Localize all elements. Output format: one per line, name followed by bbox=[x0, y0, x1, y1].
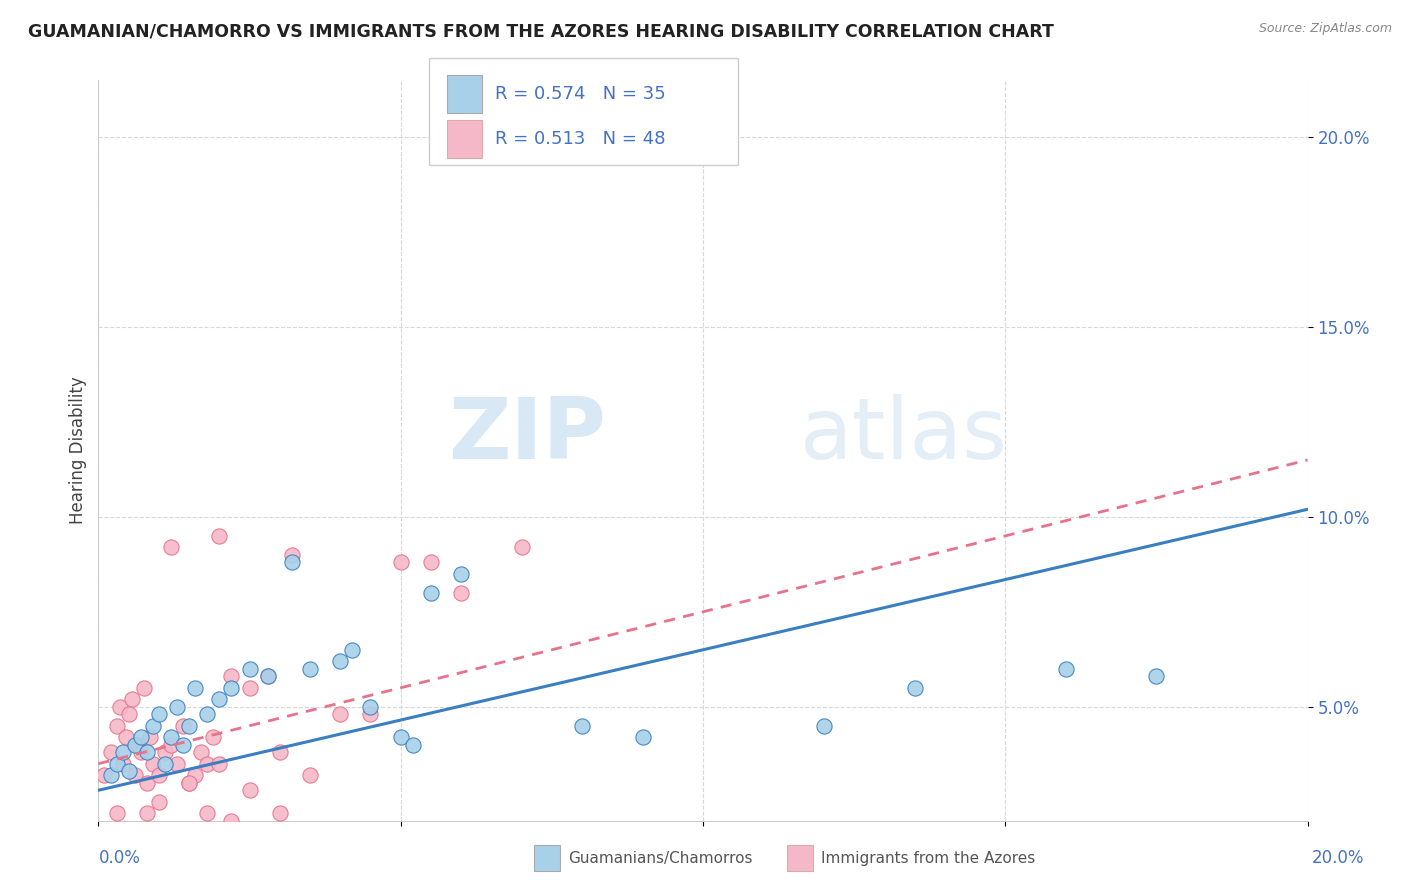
Point bbox=[153, 745, 176, 759]
Point bbox=[239, 783, 262, 797]
Point bbox=[208, 529, 231, 543]
Point bbox=[202, 730, 225, 744]
Text: Immigrants from the Azores: Immigrants from the Azores bbox=[821, 851, 1035, 865]
Point bbox=[256, 669, 278, 683]
Point bbox=[93, 768, 115, 782]
Point bbox=[160, 541, 183, 555]
Point bbox=[166, 699, 188, 714]
Point bbox=[124, 738, 146, 752]
Point bbox=[510, 541, 533, 555]
Point bbox=[179, 719, 201, 733]
Point bbox=[153, 756, 176, 771]
Point bbox=[100, 745, 122, 759]
Point bbox=[281, 548, 304, 562]
Point bbox=[195, 756, 218, 771]
Point bbox=[360, 699, 382, 714]
Point bbox=[281, 556, 304, 570]
Text: R = 0.513   N = 48: R = 0.513 N = 48 bbox=[495, 130, 665, 148]
Point bbox=[450, 566, 472, 581]
Text: 0.0%: 0.0% bbox=[98, 849, 141, 867]
Point bbox=[139, 730, 162, 744]
Point bbox=[208, 692, 231, 706]
Point bbox=[105, 719, 128, 733]
Point bbox=[360, 707, 382, 722]
Point bbox=[208, 756, 231, 771]
Point bbox=[329, 654, 352, 668]
Text: ZIP: ZIP bbox=[449, 394, 606, 477]
Point bbox=[179, 775, 201, 789]
Point bbox=[389, 730, 412, 744]
Point bbox=[132, 681, 155, 695]
Point bbox=[142, 719, 165, 733]
Text: Source: ZipAtlas.com: Source: ZipAtlas.com bbox=[1258, 22, 1392, 36]
Point bbox=[256, 669, 278, 683]
Text: R = 0.574   N = 35: R = 0.574 N = 35 bbox=[495, 85, 665, 103]
Point bbox=[166, 756, 188, 771]
Point bbox=[239, 662, 262, 676]
Point bbox=[221, 669, 243, 683]
Y-axis label: Hearing Disability: Hearing Disability bbox=[69, 376, 87, 524]
Point bbox=[269, 745, 291, 759]
Point bbox=[221, 681, 243, 695]
Point bbox=[389, 556, 412, 570]
Point bbox=[904, 681, 927, 695]
Text: atlas: atlas bbox=[800, 394, 1008, 477]
Point bbox=[172, 738, 194, 752]
Text: GUAMANIAN/CHAMORRO VS IMMIGRANTS FROM THE AZORES HEARING DISABILITY CORRELATION : GUAMANIAN/CHAMORRO VS IMMIGRANTS FROM TH… bbox=[28, 22, 1054, 40]
Point bbox=[148, 795, 170, 809]
Point bbox=[160, 730, 183, 744]
Point bbox=[329, 707, 352, 722]
Point bbox=[631, 730, 654, 744]
Point bbox=[239, 681, 262, 695]
Point bbox=[148, 768, 170, 782]
Point bbox=[135, 745, 157, 759]
Point bbox=[108, 699, 131, 714]
Point bbox=[124, 768, 146, 782]
Point bbox=[129, 745, 152, 759]
Point bbox=[299, 662, 322, 676]
Point bbox=[813, 719, 835, 733]
Point bbox=[105, 756, 128, 771]
Text: 20.0%: 20.0% bbox=[1312, 849, 1364, 867]
Point bbox=[420, 586, 443, 600]
Point bbox=[111, 756, 134, 771]
Point bbox=[269, 805, 291, 820]
Point bbox=[184, 768, 207, 782]
Point bbox=[179, 775, 201, 789]
Point bbox=[571, 719, 593, 733]
Point bbox=[299, 768, 322, 782]
Point bbox=[148, 707, 170, 722]
Point bbox=[1054, 662, 1077, 676]
Point bbox=[172, 719, 194, 733]
Point bbox=[135, 805, 157, 820]
Point bbox=[135, 775, 157, 789]
Point bbox=[160, 738, 183, 752]
Point bbox=[100, 768, 122, 782]
Point bbox=[195, 707, 218, 722]
Point bbox=[402, 738, 425, 752]
Point bbox=[105, 805, 128, 820]
Point bbox=[184, 681, 207, 695]
Point bbox=[142, 756, 165, 771]
Point bbox=[114, 730, 136, 744]
Point bbox=[221, 814, 243, 828]
Point bbox=[342, 642, 364, 657]
Point bbox=[118, 764, 141, 779]
Point bbox=[195, 805, 218, 820]
Point bbox=[129, 730, 152, 744]
Text: Guamanians/Chamorros: Guamanians/Chamorros bbox=[568, 851, 752, 865]
Point bbox=[1146, 669, 1168, 683]
Point bbox=[420, 556, 443, 570]
Point bbox=[127, 738, 149, 752]
Point bbox=[450, 586, 472, 600]
Point bbox=[190, 745, 212, 759]
Point bbox=[111, 745, 134, 759]
Point bbox=[121, 692, 143, 706]
Point bbox=[118, 707, 141, 722]
